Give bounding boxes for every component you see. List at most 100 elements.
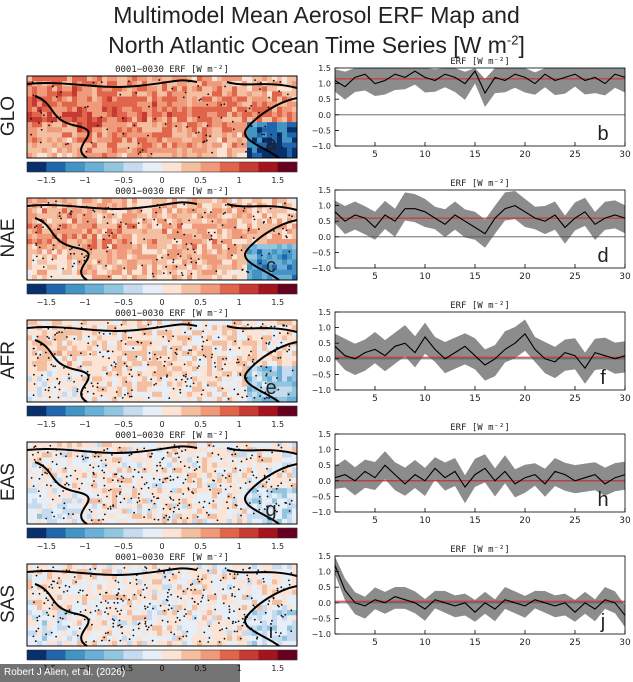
stipple-dot: [33, 383, 36, 385]
map-cell: [262, 117, 268, 123]
stipple-dot: [131, 375, 133, 378]
map-cell: [97, 477, 103, 484]
map-cell: [167, 620, 173, 626]
map-cell: [182, 228, 188, 235]
map-cell: [232, 106, 238, 113]
map-cell: [182, 569, 188, 575]
map-cell: [67, 264, 73, 271]
map-cell: [182, 274, 188, 281]
map-cell: [222, 335, 228, 341]
map-cell: [222, 381, 228, 388]
map-cell: [292, 132, 298, 138]
stipple-dot: [202, 389, 205, 391]
stipple-dot: [111, 479, 114, 482]
map-cell: [262, 264, 268, 271]
map-cell: [137, 457, 143, 463]
map-cell: [172, 584, 178, 591]
map-cell: [132, 325, 138, 331]
stipple-dot: [241, 143, 244, 146]
stipple-dot: [42, 266, 45, 268]
map-cell: [72, 137, 78, 144]
stipple-dot: [38, 122, 40, 124]
map-cell: [52, 361, 58, 367]
map-cell: [177, 269, 183, 276]
stipple-dot: [222, 358, 224, 360]
map-cell: [242, 386, 248, 393]
map-cell: [112, 386, 118, 393]
map-cell: [247, 239, 253, 245]
stipple-dot: [55, 463, 58, 466]
map-cell: [202, 213, 208, 219]
map-cell: [182, 579, 188, 585]
map-cell: [272, 127, 278, 133]
map-cell: [222, 76, 228, 82]
map-cell: [267, 254, 273, 260]
map-cell: [207, 518, 213, 525]
map-cell: [82, 111, 88, 118]
map-cell: [42, 640, 48, 647]
stipple-dot: [147, 134, 149, 137]
colorbar-segment: [27, 162, 47, 172]
map-cell: [282, 127, 288, 133]
map-cell: [257, 269, 263, 276]
map-cell: [72, 264, 78, 271]
map-cell: [217, 452, 223, 458]
map-cell: [92, 106, 98, 113]
row-label-nae: NAE: [0, 218, 19, 257]
map-cell: [112, 488, 118, 494]
map-cell: [162, 452, 168, 458]
map-cell: [112, 223, 118, 230]
stipple-dot: [241, 396, 244, 399]
map-cell: [82, 142, 88, 149]
map-cell: [57, 371, 63, 377]
significance-stipple: [32, 322, 294, 400]
colorbar-tick-label: 0: [159, 298, 164, 307]
stipple-dot: [273, 334, 275, 337]
map-cell: [37, 564, 43, 570]
map-cell: [112, 239, 118, 245]
map-cell: [112, 198, 118, 204]
stipple-dot: [115, 495, 118, 498]
map-cell: [107, 584, 113, 591]
map-cell: [67, 620, 73, 626]
map-cell: [207, 259, 213, 266]
map-cell: [262, 513, 268, 520]
stipple-dot: [84, 456, 87, 459]
map-cell: [212, 122, 218, 128]
stipple-dot: [193, 251, 196, 254]
map-cell: [117, 101, 123, 108]
map-cell: [162, 355, 168, 362]
map-cell: [192, 218, 198, 225]
map-cell: [32, 127, 38, 133]
map-cell: [122, 76, 128, 82]
map-cell: [277, 483, 283, 489]
map-cell: [87, 615, 93, 621]
map-cell: [237, 127, 243, 133]
map-cell: [222, 203, 228, 209]
map-cell: [282, 117, 288, 123]
stipple-dot: [48, 124, 50, 127]
stipple-dot: [130, 242, 133, 244]
map-cell: [47, 233, 53, 240]
map-cell: [237, 152, 243, 159]
map-cell: [92, 249, 98, 255]
map-cell: [37, 584, 43, 591]
map-cell: [217, 442, 223, 448]
map-cell: [47, 111, 53, 118]
map-cell: [92, 620, 98, 626]
map-cell: [77, 498, 83, 504]
map-cell: [232, 493, 238, 499]
stipple-dot: [178, 456, 180, 459]
map-cell: [87, 371, 93, 377]
map-cell: [207, 254, 213, 260]
stipple-dot: [262, 221, 265, 224]
stipple-dot: [221, 368, 224, 370]
map-cell: [72, 132, 78, 138]
map-cell: [277, 498, 283, 504]
map-cell: [287, 223, 293, 230]
map-cell: [72, 599, 78, 606]
map-cell: [37, 269, 43, 276]
map-cell: [262, 198, 268, 204]
map-cell: [157, 381, 163, 388]
map-cell: [162, 640, 168, 647]
